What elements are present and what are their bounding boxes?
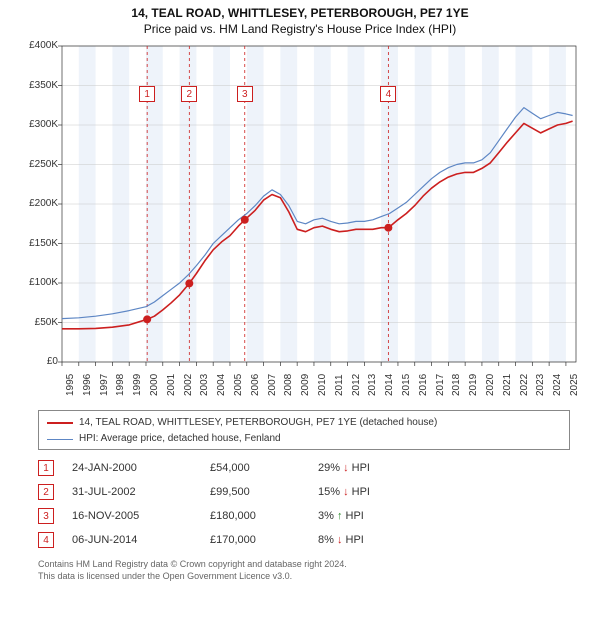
sales-table: 1 24-JAN-2000 £54,000 29% ↓ HPI 2 31-JUL-2002…: [38, 456, 570, 552]
sale-date: 24-JAN-2000: [72, 462, 192, 474]
x-tick-label: 2008: [283, 374, 294, 396]
x-tick-label: 1999: [132, 374, 143, 396]
x-tick-label: 2013: [367, 374, 378, 396]
arrow-down-icon: ↓: [337, 534, 343, 546]
sale-vs-hpi: 15% ↓ HPI: [318, 486, 438, 498]
sale-marker-2: 2: [181, 86, 197, 102]
x-tick-label: 2025: [569, 374, 580, 396]
x-tick-label: 2006: [250, 374, 261, 396]
x-tick-label: 1996: [82, 374, 93, 396]
x-tick-label: 2001: [166, 374, 177, 396]
arrow-down-icon: ↓: [343, 486, 349, 498]
y-tick-label: £100K: [22, 277, 58, 288]
chart-area: 1 2 3 4 1995 1996 1997 1998 1999 2000 2001 2002 2003…: [20, 42, 580, 402]
sale-price: £180,000: [210, 510, 300, 522]
x-tick-label: 2024: [552, 374, 563, 396]
x-tick-label: 2023: [535, 374, 546, 396]
x-tick-label: 2005: [233, 374, 244, 396]
legend-box: 14, TEAL ROAD, WHITTLESEY, PETERBOROUGH,…: [38, 410, 570, 450]
legend-label: HPI: Average price, detached house, Fenl…: [79, 432, 281, 446]
x-tick-label: 2011: [334, 374, 345, 396]
y-tick-label: £200K: [22, 198, 58, 209]
sale-row: 1 24-JAN-2000 £54,000 29% ↓ HPI: [38, 456, 570, 480]
x-tick-label: 2018: [451, 374, 462, 396]
legend-item: 14, TEAL ROAD, WHITTLESEY, PETERBOROUGH,…: [47, 415, 561, 431]
sale-date: 31-JUL-2002: [72, 486, 192, 498]
legend-item: HPI: Average price, detached house, Fenl…: [47, 431, 561, 447]
x-tick-label: 1998: [115, 374, 126, 396]
x-tick-label: 2014: [384, 374, 395, 396]
x-tick-label: 2012: [351, 374, 362, 396]
legend-swatch: [47, 439, 73, 440]
x-tick-label: 1997: [99, 374, 110, 396]
y-tick-label: £300K: [22, 119, 58, 130]
sale-number-box: 3: [38, 508, 54, 524]
sale-row: 3 16-NOV-2005 £180,000 3% ↑ HPI: [38, 504, 570, 528]
sale-number-box: 2: [38, 484, 54, 500]
y-tick-label: £50K: [22, 317, 58, 328]
sale-price: £54,000: [210, 462, 300, 474]
x-tick-label: 2016: [418, 374, 429, 396]
chart-page: { "titles": { "line1": "14, TEAL ROAD, W…: [0, 0, 600, 620]
sale-date: 16-NOV-2005: [72, 510, 192, 522]
sale-vs-hpi: 8% ↓ HPI: [318, 534, 438, 546]
sale-marker-1: 1: [139, 86, 155, 102]
x-tick-label: 1995: [65, 374, 76, 396]
y-tick-label: £0: [22, 356, 58, 367]
sale-row: 2 31-JUL-2002 £99,500 15% ↓ HPI: [38, 480, 570, 504]
sale-marker-4: 4: [380, 86, 396, 102]
x-tick-label: 2019: [468, 374, 479, 396]
x-tick-label: 2015: [401, 374, 412, 396]
sale-number-box: 4: [38, 532, 54, 548]
x-tick-label: 2002: [183, 374, 194, 396]
x-tick-label: 2000: [149, 374, 160, 396]
sale-marker-3: 3: [237, 86, 253, 102]
x-tick-label: 2021: [502, 374, 513, 396]
x-tick-label: 2003: [199, 374, 210, 396]
legend-swatch: [47, 422, 73, 424]
legend-label: 14, TEAL ROAD, WHITTLESEY, PETERBOROUGH,…: [79, 416, 437, 430]
sale-date: 06-JUN-2014: [72, 534, 192, 546]
sale-row: 4 06-JUN-2014 £170,000 8% ↓ HPI: [38, 528, 570, 552]
x-tick-label: 2022: [519, 374, 530, 396]
footer-attribution: Contains HM Land Registry data © Crown c…: [38, 558, 570, 582]
y-tick-label: £250K: [22, 159, 58, 170]
x-tick-label: 2009: [300, 374, 311, 396]
x-tick-label: 2007: [267, 374, 278, 396]
footer-line-1: Contains HM Land Registry data © Crown c…: [38, 558, 570, 570]
chart-title-line-2: Price paid vs. HM Land Registry's House …: [0, 20, 600, 42]
x-tick-label: 2004: [216, 374, 227, 396]
x-tick-label: 2010: [317, 374, 328, 396]
chart-title-line-1: 14, TEAL ROAD, WHITTLESEY, PETERBOROUGH,…: [0, 0, 600, 20]
arrow-up-icon: ↑: [337, 510, 343, 522]
x-tick-label: 2017: [435, 374, 446, 396]
sale-price: £170,000: [210, 534, 300, 546]
sale-vs-hpi: 29% ↓ HPI: [318, 462, 438, 474]
y-tick-label: £150K: [22, 238, 58, 249]
x-tick-label: 2020: [485, 374, 496, 396]
y-tick-label: £350K: [22, 80, 58, 91]
footer-line-2: This data is licensed under the Open Gov…: [38, 570, 570, 582]
arrow-down-icon: ↓: [343, 462, 349, 474]
sale-number-box: 1: [38, 460, 54, 476]
sale-price: £99,500: [210, 486, 300, 498]
line-chart-svg: [20, 42, 580, 402]
sale-vs-hpi: 3% ↑ HPI: [318, 510, 438, 522]
y-tick-label: £400K: [22, 40, 58, 51]
